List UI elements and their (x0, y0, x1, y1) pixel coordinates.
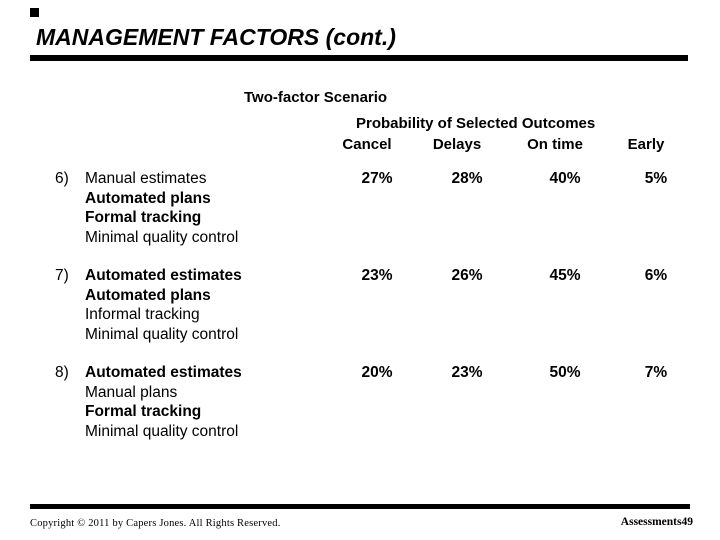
probability-table: Cancel Delays On time Early 6) Manual es… (55, 136, 700, 460)
value-delays: 23% (451, 364, 483, 381)
value-delays: 26% (451, 267, 483, 284)
column-header-row: Cancel Delays On time Early (55, 136, 700, 153)
value-on-time: 50% (549, 364, 581, 381)
table-row: 7) Automated estimates Automated plans I… (55, 266, 700, 344)
factor-list: Automated estimates Automated plans Info… (85, 266, 332, 344)
footer-rule (30, 504, 690, 509)
factor-line: Automated estimates (85, 364, 242, 381)
factor-line: Formal tracking (85, 209, 202, 226)
value-on-time: 40% (549, 170, 581, 187)
factor-line: Minimal quality control (85, 228, 239, 246)
column-header-delays: Delays (432, 136, 482, 153)
scenario-subtitle: Two-factor Scenario (244, 89, 388, 106)
factor-line: Manual estimates (85, 170, 207, 187)
factor-line: Informal tracking (85, 306, 200, 323)
slide-title: MANAGEMENT FACTORS (cont.) (36, 24, 396, 50)
value-early: 7% (644, 364, 668, 381)
factor-line: Minimal quality control (85, 325, 239, 343)
value-cancel: 23% (361, 267, 393, 284)
factor-line: Minimal quality control (85, 422, 239, 440)
value-delays: 28% (451, 170, 483, 187)
factor-line: Automated plans (85, 189, 211, 207)
table-group-header: Probability of Selected Outcomes (356, 115, 596, 132)
corner-decoration-square (30, 8, 39, 17)
factor-list: Automated estimates Manual plans Formal … (85, 363, 332, 441)
value-early: 5% (644, 170, 668, 187)
factor-line: Formal tracking (85, 403, 202, 420)
column-header-cancel: Cancel (342, 136, 392, 153)
row-number: 8) (55, 364, 69, 381)
copyright-text: Copyright © 2011 by Capers Jones. All Ri… (30, 518, 281, 529)
value-on-time: 45% (549, 267, 581, 284)
footer-page-label: Assessments (620, 516, 682, 528)
value-early: 6% (644, 267, 668, 284)
value-cancel: 27% (361, 170, 393, 187)
factor-line: Automated estimates (85, 267, 242, 284)
column-header-early: Early (627, 136, 665, 153)
value-cancel: 20% (361, 364, 393, 381)
footer-page: Assessments49 (621, 516, 693, 528)
factor-line: Manual plans (85, 383, 178, 401)
table-row: 8) Automated estimates Manual plans Form… (55, 363, 700, 441)
table-row: 6) Manual estimates Automated plans Form… (55, 169, 700, 247)
title-rule (30, 55, 688, 61)
factor-line: Automated plans (85, 286, 211, 304)
footer-page-number: 49 (681, 516, 694, 528)
row-number: 6) (55, 170, 69, 187)
factor-list: Manual estimates Automated plans Formal … (85, 169, 332, 247)
column-header-on-time: On time (527, 136, 583, 153)
row-number: 7) (55, 267, 69, 284)
